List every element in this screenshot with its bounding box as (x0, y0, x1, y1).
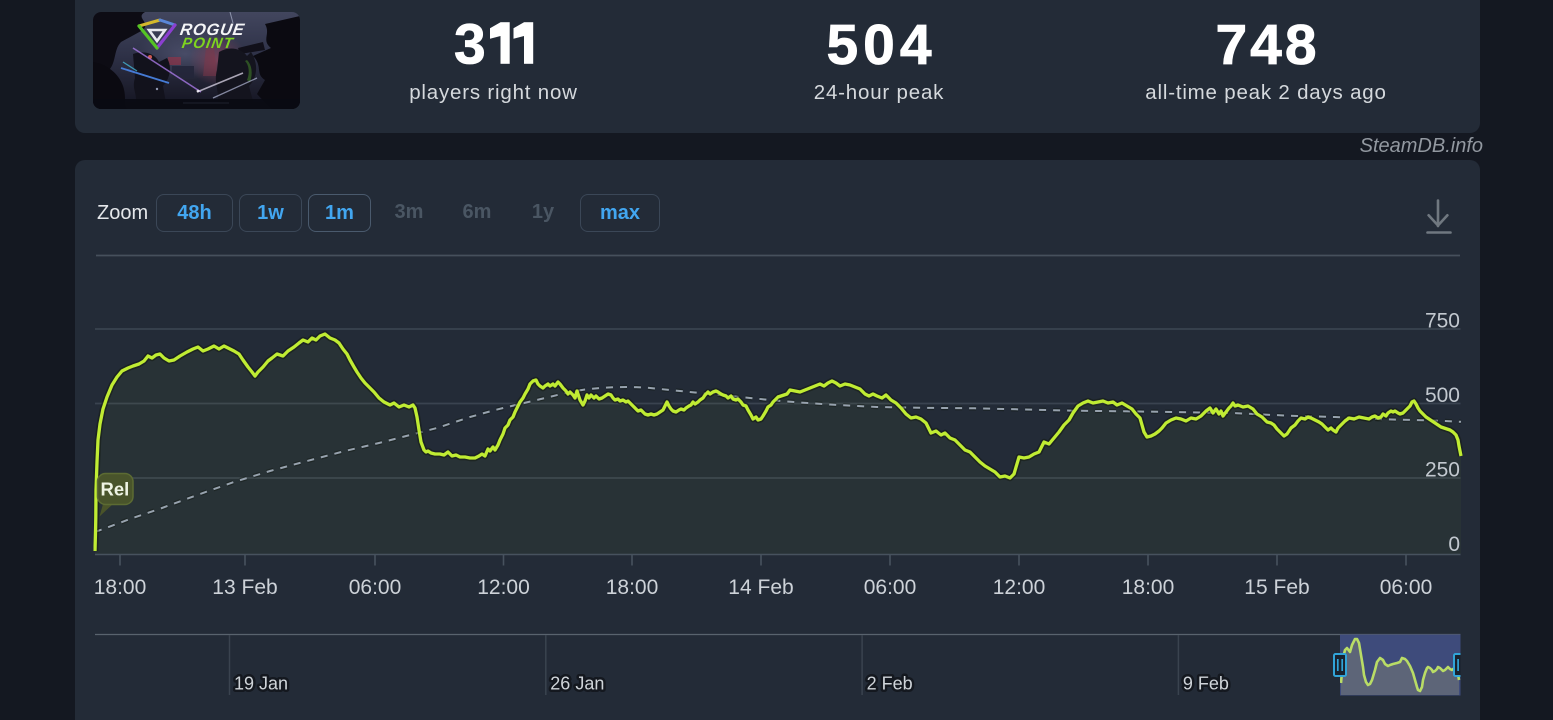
svg-text:06:00: 06:00 (864, 576, 917, 599)
svg-text:250: 250 (1425, 459, 1460, 482)
svg-text:18:00: 18:00 (606, 576, 659, 599)
svg-text:3: 3 (454, 13, 486, 77)
svg-text:Rel: Rel (101, 479, 130, 500)
svg-text:15 Feb: 15 Feb (1244, 576, 1309, 599)
svg-text:12:00: 12:00 (993, 576, 1046, 599)
svg-text:9 Feb: 9 Feb (1183, 674, 1229, 694)
svg-text:26 Jan: 26 Jan (550, 674, 604, 694)
svg-text:750: 750 (1425, 310, 1460, 333)
svg-text:POINT: POINT (181, 35, 236, 52)
svg-text:2 Feb: 2 Feb (867, 674, 913, 694)
svg-text:06:00: 06:00 (1380, 576, 1433, 599)
svg-text:18:00: 18:00 (94, 576, 147, 599)
svg-text:19 Jan: 19 Jan (234, 674, 288, 694)
svg-text:06:00: 06:00 (349, 576, 402, 599)
svg-text:ROGUE: ROGUE (179, 20, 247, 39)
svg-text:14 Feb: 14 Feb (728, 576, 793, 599)
svg-text:12:00: 12:00 (477, 576, 530, 599)
svg-text:500: 500 (1425, 384, 1460, 407)
svg-text:0: 0 (1448, 533, 1460, 556)
svg-text:18:00: 18:00 (1122, 576, 1175, 599)
svg-text:13 Feb: 13 Feb (212, 576, 277, 599)
